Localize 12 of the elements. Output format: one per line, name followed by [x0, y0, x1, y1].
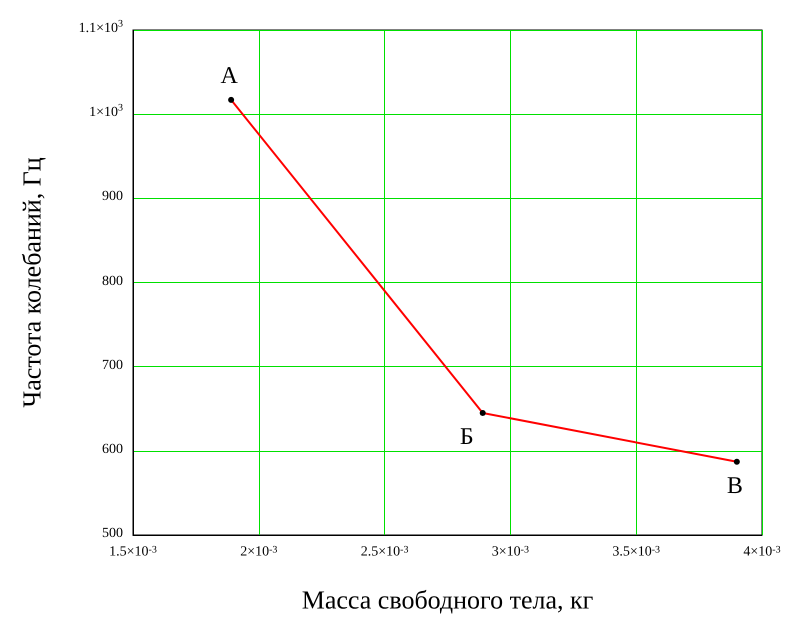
y-tick-label: 500	[102, 526, 123, 542]
annotation: А	[220, 62, 238, 89]
y-tick-label: 1×10$^{3}$	[89, 102, 123, 122]
annotation: Б	[460, 424, 474, 450]
y-axis-title: Частота колебаний, Гц	[18, 157, 46, 408]
y-tick-label: 800	[102, 274, 123, 290]
annotation: В	[726, 472, 743, 499]
y-tick-label: 600	[102, 442, 123, 458]
y-tick-label: 700	[102, 358, 123, 374]
x-axis-title: Масса свободного тела, кг	[302, 586, 594, 614]
y-tick-label: 900	[102, 189, 123, 206]
y-tick-label: 1.1×10$^{3}$	[78, 18, 123, 37]
